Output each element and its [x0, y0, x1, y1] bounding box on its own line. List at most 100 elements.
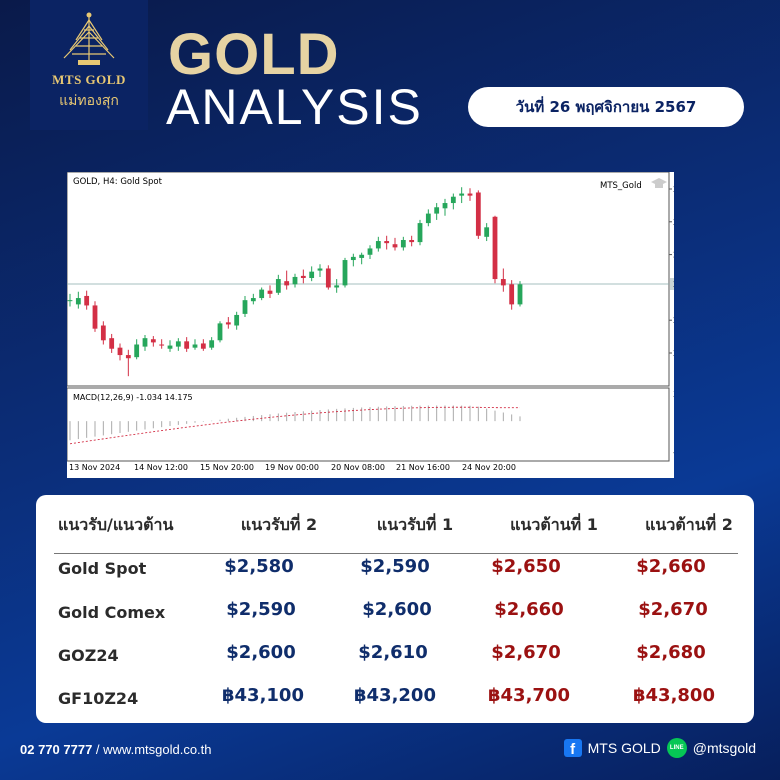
macd-y-tick-label: -35.460 — [673, 448, 674, 457]
candle — [159, 339, 165, 349]
logo-text-en: MTS GOLD — [52, 72, 126, 87]
candle — [200, 339, 206, 351]
footer-social: f MTS GOLD LINE @mtsgold — [563, 738, 756, 758]
x-tick-label: 24 Nov 20:00 — [462, 463, 516, 472]
current-price-label: 2627.31 — [673, 280, 674, 289]
candle — [75, 291, 81, 309]
goz24-resistance-1: $2,670 — [491, 642, 561, 663]
facebook-handle[interactable]: MTS GOLD — [587, 740, 661, 756]
title-analysis: ANALYSIS — [166, 79, 423, 135]
candle — [67, 293, 73, 307]
candle — [400, 236, 406, 251]
goz24-support-2: $2,600 — [226, 642, 296, 663]
candle — [309, 266, 315, 282]
candle — [425, 209, 431, 227]
candle — [167, 340, 173, 352]
candle — [417, 219, 423, 246]
footer-website[interactable]: / www.mtsgold.co.th — [92, 742, 212, 757]
header-support-1: แนวรับที่ 1 — [376, 515, 454, 534]
y-axis-labels: 2717.30 2686.23 2655.16 2593.02 2561.95 2627.… — [669, 185, 674, 358]
candle — [234, 311, 240, 330]
candle — [500, 268, 506, 292]
candle — [284, 270, 290, 290]
candles-layer — [67, 187, 523, 377]
title-gold: GOLD — [168, 22, 340, 87]
candle — [259, 287, 265, 301]
line-icon[interactable]: LINE — [666, 738, 687, 758]
facebook-icon[interactable]: f — [563, 739, 582, 757]
x-axis-labels: 13 Nov 2024 14 Nov 12:00 15 Nov 20:00 19 No… — [69, 463, 516, 472]
chart-title: GOLD, H4: Gold Spot — [73, 177, 163, 187]
row-label-gold-comex: Gold Comex — [58, 603, 166, 622]
x-tick-label: 20 Nov 08:00 — [331, 463, 385, 472]
gold-spot-resistance-1: $2,650 — [491, 556, 561, 577]
brand-logo: MTS GOLD แม่ทองสุก — [30, 0, 148, 130]
gf10z24-resistance-2: ฿43,800 — [633, 685, 715, 706]
gold-spot-support-2: $2,580 — [224, 556, 294, 577]
candle — [442, 198, 448, 216]
candle — [334, 279, 340, 293]
candle — [467, 188, 473, 201]
x-tick-label: 21 Nov 16:00 — [396, 463, 450, 472]
y-tick-label: 2686.23 — [673, 218, 674, 227]
macd-signal-line — [69, 406, 520, 445]
candle — [250, 293, 256, 305]
candle — [92, 301, 98, 332]
chart-svg: GOLD, H4: Gold Spot MTS_Gold 2717.30 2686… — [67, 172, 674, 472]
x-tick-label: 14 Nov 12:00 — [134, 463, 188, 472]
price-chart: GOLD, H4: Gold Spot MTS_Gold 2717.30 2686… — [67, 172, 674, 478]
candle — [509, 280, 515, 310]
footer-phone[interactable]: 02 770 7777 — [20, 742, 93, 757]
candle — [350, 253, 356, 267]
gold-comex-support-2: $2,590 — [226, 599, 296, 620]
candle — [225, 317, 231, 329]
gf10z24-resistance-1: ฿43,700 — [488, 685, 570, 706]
candle — [292, 273, 298, 288]
header-resistance-1: แนวต้านที่ 1 — [510, 515, 598, 534]
candle — [134, 339, 140, 360]
candle — [300, 269, 306, 284]
x-tick-label: 19 Nov 00:00 — [265, 463, 319, 472]
candle — [434, 203, 440, 220]
watermark-icon — [651, 178, 667, 188]
candle — [275, 274, 281, 295]
gf10z24-support-2: ฿43,100 — [222, 685, 304, 706]
gold-comex-support-1: $2,600 — [362, 599, 432, 620]
header-divider — [54, 553, 738, 554]
candle — [217, 321, 223, 343]
row-label-gf10z24: GF10Z24 — [58, 689, 139, 708]
candle — [142, 335, 148, 351]
candle — [359, 252, 365, 265]
macd-plot-frame — [67, 387, 670, 462]
y-tick-label: 2593.02 — [673, 316, 674, 325]
current-price-box — [670, 278, 674, 291]
candle — [192, 339, 198, 350]
main-plot-frame — [67, 172, 670, 387]
candle — [367, 245, 373, 259]
header-support-2: แนวรับที่ 2 — [240, 515, 318, 534]
candle — [384, 235, 390, 250]
candle — [409, 235, 415, 247]
x-tick-label: 15 Nov 20:00 — [200, 463, 254, 472]
levels-table: แนวรับ/แนวต้าน แนวรับที่ 2 แนวรับที่ 1 แ… — [36, 495, 754, 723]
candle — [125, 349, 131, 377]
y-tick-label: 2561.95 — [673, 349, 674, 358]
goz24-support-1: $2,610 — [358, 642, 428, 663]
candle — [267, 285, 273, 299]
y-tick-label: 2717.30 — [673, 185, 674, 194]
macd-label: MACD(12,26,9) -1.034 14.175 — [73, 393, 193, 402]
candle — [100, 321, 106, 345]
goz24-resistance-2: $2,680 — [636, 642, 706, 663]
candle — [375, 236, 381, 252]
macd-y-tick-label: 31.219 — [673, 390, 674, 399]
gold-spot-resistance-2: $2,660 — [636, 556, 706, 577]
candle — [450, 193, 456, 210]
candle — [484, 223, 490, 242]
candle — [209, 337, 215, 350]
gold-tree-icon — [63, 12, 115, 65]
candle — [150, 336, 156, 347]
logo-text-th: แม่ทองสุก — [59, 93, 119, 109]
candle — [242, 295, 248, 318]
line-handle[interactable]: @mtsgold — [692, 740, 756, 756]
footer-contact: 02 770 7777 / www.mtsgold.co.th — [20, 742, 212, 757]
